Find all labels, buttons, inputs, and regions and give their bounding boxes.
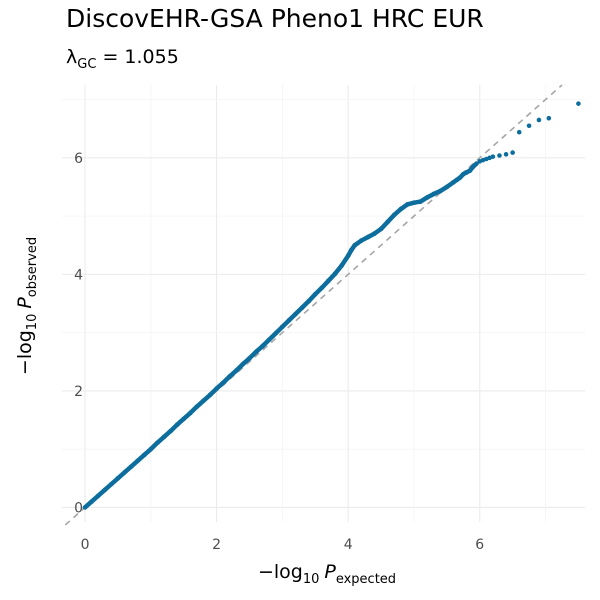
data-point: [161, 434, 167, 440]
data-point: [457, 175, 463, 180]
data-point: [227, 374, 233, 379]
tick-labels: 0 2 4 6 0 2 4 6: [74, 151, 484, 553]
lambda-symbol: λ: [66, 46, 78, 68]
y-axis-label-prefix: −log: [14, 330, 36, 375]
x-tick-label: 6: [475, 537, 484, 553]
data-point: [418, 199, 423, 204]
data-point: [286, 318, 292, 323]
data-point: [536, 117, 542, 123]
data-point: [431, 191, 436, 197]
data-point: [526, 123, 532, 129]
x-axis-label: −log10 Pexpected: [258, 561, 396, 587]
data-point: [220, 380, 226, 386]
y-tick-label: 2: [74, 384, 83, 400]
data-point: [411, 200, 417, 205]
data-point: [234, 368, 239, 373]
data-point: [89, 499, 94, 504]
data-point: [148, 446, 154, 452]
y-tick-label: 0: [74, 500, 83, 516]
data-point: [253, 349, 259, 355]
data-point: [95, 493, 101, 499]
data-point: [201, 398, 206, 404]
data-point: [385, 219, 390, 225]
data-points: [82, 101, 581, 510]
data-point: [352, 242, 358, 248]
data-point: [174, 422, 180, 427]
data-point: [474, 161, 479, 166]
data-point: [168, 428, 173, 434]
data-point: [365, 234, 371, 240]
data-point: [349, 247, 354, 253]
data-point: [280, 324, 285, 330]
data-point: [326, 278, 331, 284]
x-tick-label: 0: [81, 537, 90, 553]
data-point: [378, 226, 384, 232]
data-point: [247, 355, 252, 361]
x-axis-label-prefix: −log: [258, 561, 303, 583]
data-point: [135, 458, 140, 464]
data-point: [187, 410, 193, 416]
data-point: [82, 505, 88, 510]
data-point: [312, 291, 318, 297]
data-point: [260, 343, 265, 349]
y-tick-label: 4: [74, 267, 83, 283]
data-point: [359, 238, 364, 243]
data-point: [109, 481, 114, 487]
data-point: [155, 440, 160, 446]
data-point: [214, 386, 219, 391]
data-point: [293, 311, 298, 317]
data-point: [516, 129, 522, 135]
data-point: [510, 150, 515, 155]
data-point: [454, 177, 460, 183]
data-point: [207, 392, 213, 398]
data-point: [128, 464, 134, 469]
data-point: [299, 305, 305, 310]
data-point: [576, 101, 581, 106]
data-point: [372, 231, 377, 236]
data-point: [332, 271, 338, 277]
data-point: [194, 404, 200, 409]
data-point: [141, 452, 147, 458]
data-point: [102, 487, 108, 493]
chart-subtitle: λGC = 1.055: [66, 46, 179, 72]
data-point: [345, 253, 351, 259]
y-axis-label-base: 10: [25, 314, 40, 331]
chart-title: DiscovEHR-GSA Pheno1 HRC EUR: [66, 4, 484, 33]
x-axis-label-sub: expected: [336, 572, 396, 587]
data-point: [490, 154, 496, 159]
y-axis-label-sub: observed: [25, 237, 40, 297]
x-axis-label-base: 10: [303, 572, 320, 587]
data-point: [503, 152, 509, 157]
y-axis-label-var: P: [14, 297, 36, 309]
data-point: [497, 153, 502, 158]
y-tick-label: 6: [74, 151, 83, 167]
data-point: [122, 470, 127, 475]
data-point: [306, 298, 311, 304]
data-point: [424, 195, 430, 200]
lambda-equals: =: [102, 46, 119, 68]
x-tick-label: 2: [212, 537, 221, 553]
y-axis-label: −log10 Pobserved: [14, 237, 40, 375]
data-point: [181, 416, 187, 422]
data-point: [467, 168, 473, 173]
data-point: [444, 184, 450, 190]
x-axis-label-var: P: [324, 561, 336, 583]
data-point: [319, 285, 325, 291]
data-point: [391, 212, 397, 218]
data-point: [115, 476, 121, 481]
data-point: [546, 115, 552, 121]
lambda-subscript: GC: [77, 57, 97, 72]
data-point: [451, 180, 456, 185]
data-point: [273, 330, 279, 336]
data-point: [405, 202, 410, 207]
data-point: [398, 206, 404, 212]
data-point: [470, 164, 476, 169]
data-point: [339, 263, 344, 268]
lambda-value: 1.055: [124, 46, 179, 68]
data-point: [240, 361, 246, 367]
data-point: [266, 337, 272, 342]
x-tick-label: 4: [344, 537, 353, 553]
data-point: [437, 188, 443, 194]
